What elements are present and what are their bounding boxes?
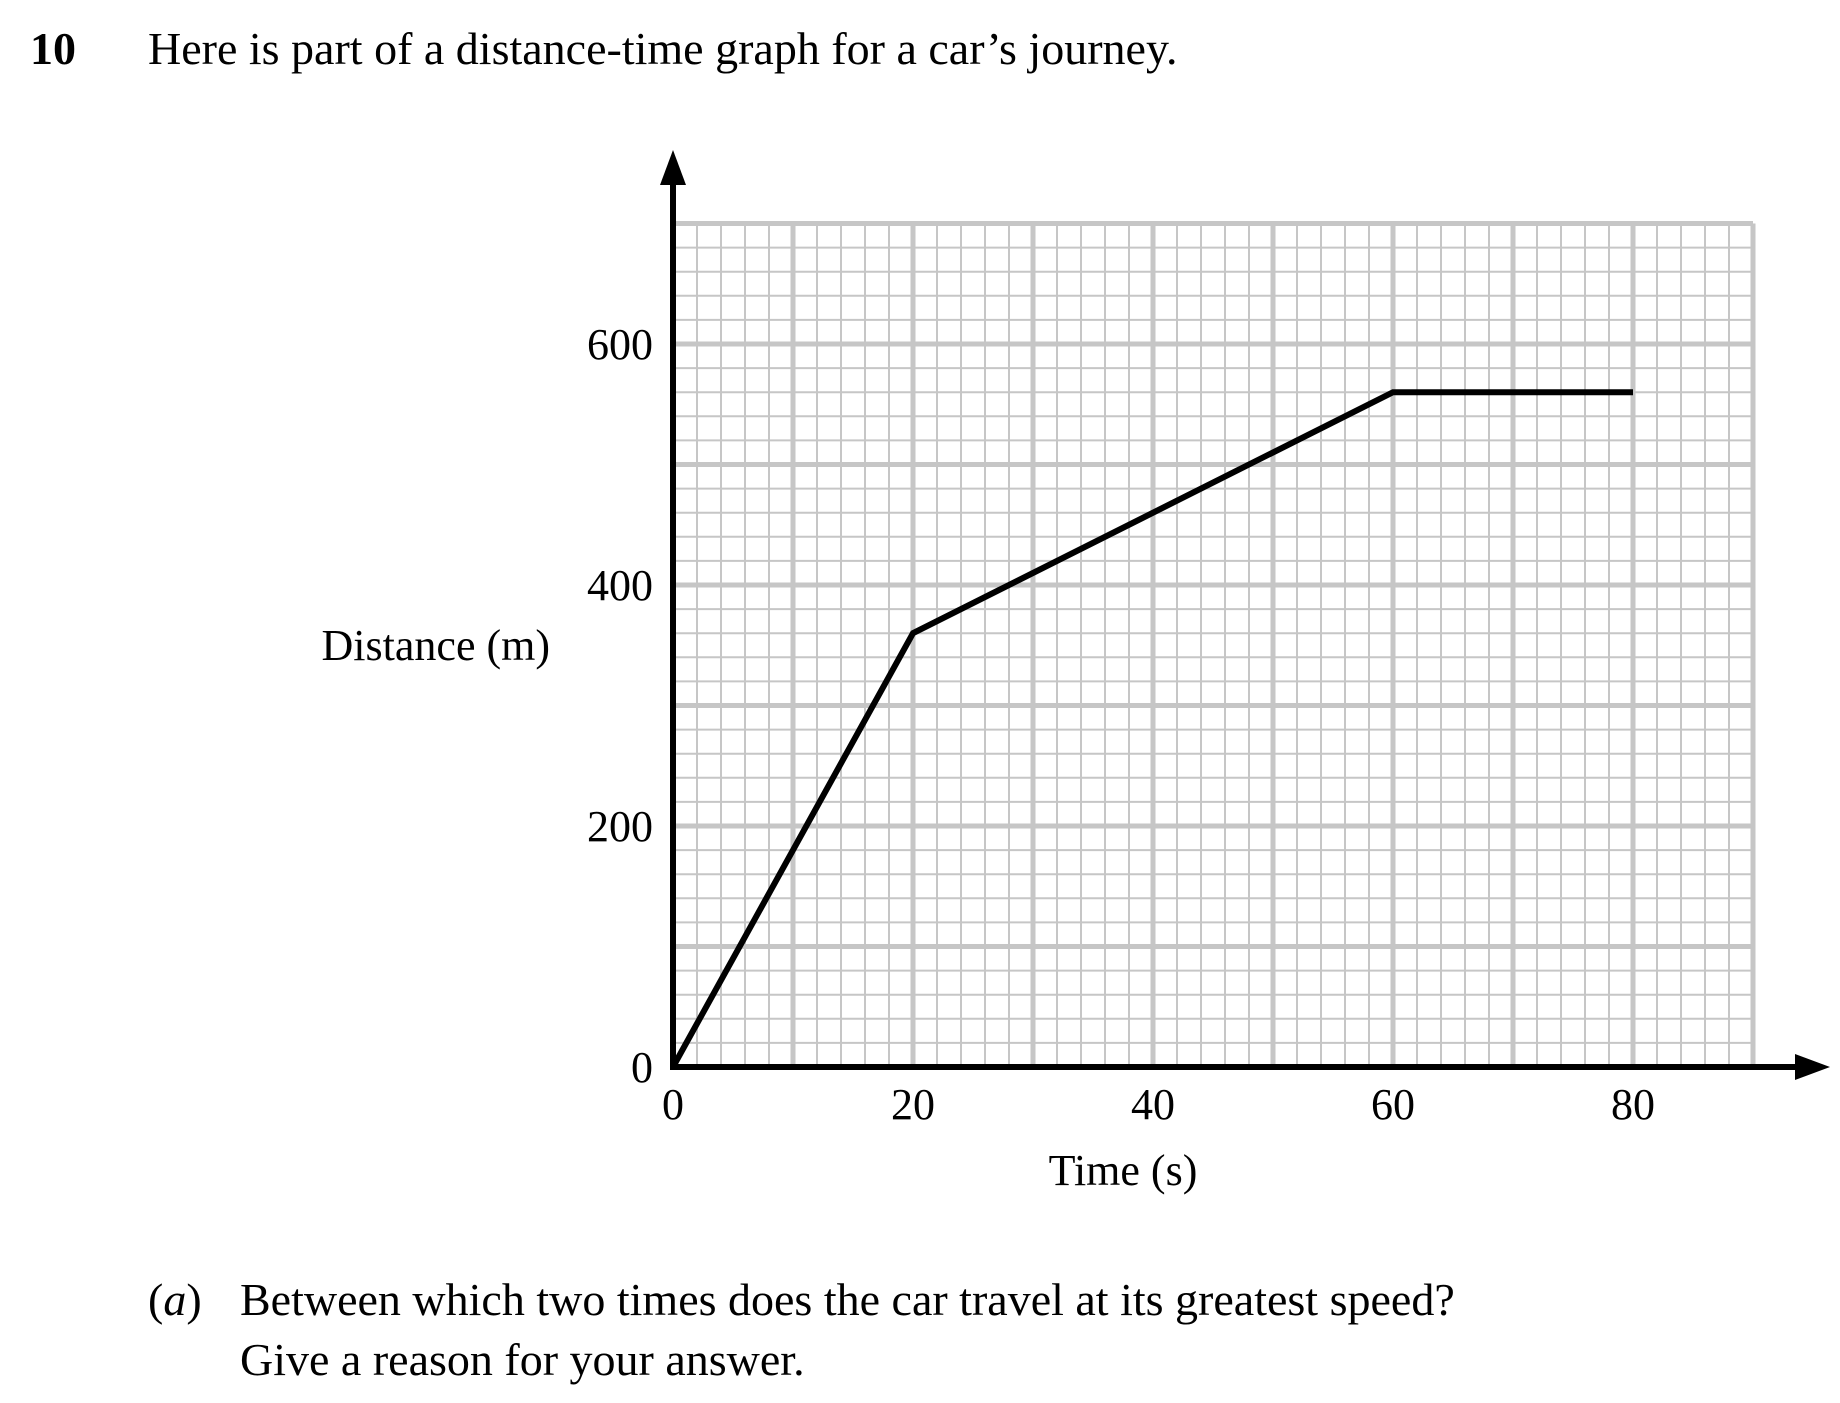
y-tick-label: 400 — [587, 561, 653, 610]
part-a-instruction: Give a reason for your answer. — [240, 1334, 805, 1385]
y-tick-label: 0 — [631, 1043, 653, 1092]
part-a-label: (a) — [148, 1274, 202, 1325]
series-line — [670, 389, 1633, 1069]
x-tick-label: 20 — [891, 1080, 935, 1129]
tick-labels: 0 20 40 60 80 0 200 400 600 — [587, 320, 1655, 1129]
series — [670, 389, 1633, 1069]
question-text: Here is part of a distance-time graph fo… — [148, 23, 1178, 74]
distance-time-graph: 0 20 40 60 80 0 200 400 600 Time (s) Distance (m… — [322, 150, 1830, 1195]
question-number: 10 — [30, 23, 76, 74]
part-a-question: Between which two times does the car tra… — [240, 1274, 1455, 1325]
y-axis-arrow-icon — [660, 150, 686, 185]
x-axis-label: Time (s) — [1049, 1146, 1198, 1195]
grid — [670, 221, 1756, 1070]
x-tick-label: 60 — [1371, 1080, 1415, 1129]
axes — [660, 150, 1830, 1080]
x-tick-label: 40 — [1131, 1080, 1175, 1129]
y-tick-label: 600 — [587, 320, 653, 369]
x-tick-label: 80 — [1611, 1080, 1655, 1129]
y-tick-label: 200 — [587, 802, 653, 851]
x-axis-arrow-icon — [1795, 1054, 1830, 1080]
y-axis-label: Distance (m) — [322, 621, 550, 670]
x-tick-label: 0 — [662, 1080, 684, 1129]
